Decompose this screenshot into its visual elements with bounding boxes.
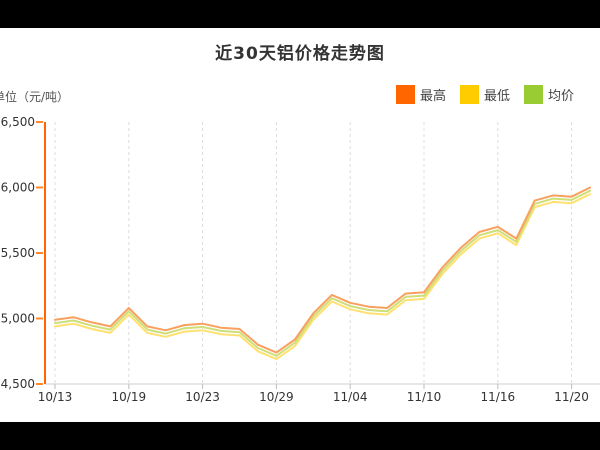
x-tick-label: 11/10 — [407, 390, 442, 404]
series-line-high — [54, 186, 591, 354]
legend-swatch-avg — [524, 85, 544, 104]
x-tick-label: 10/19 — [112, 390, 147, 404]
chart-panel: 近30天铝价格走势图 单位（元/吨） 最高 最低 均价 10/13 10/19 10/2… — [0, 28, 600, 422]
x-tick-label: 10/29 — [259, 390, 294, 404]
y-tick-label: 15,500 — [0, 246, 35, 260]
x-tick-label: 11/16 — [481, 390, 516, 404]
series-line-low — [54, 193, 591, 361]
legend-label-high: 最高 — [420, 89, 447, 104]
legend-label-low: 最低 — [484, 89, 511, 104]
legend: 最高 最低 均价 — [396, 85, 574, 104]
legend-item-avg: 均价 — [524, 85, 574, 104]
y-tick-label: 16,000 — [0, 181, 35, 195]
y-tick-label: 14,500 — [0, 377, 35, 391]
y-tick-label: 15,000 — [0, 312, 35, 326]
y-tick-label: 16,500 — [0, 115, 35, 129]
chart-title: 近30天铝价格走势图 — [215, 44, 385, 64]
x-tick-label: 11/20 — [554, 390, 589, 404]
chart-svg: 10/13 10/19 10/23 10/29 11/04 11/10 11/16 11/20… — [0, 115, 600, 404]
legend-swatch-low — [460, 85, 480, 104]
x-tick-label: 10/23 — [185, 390, 220, 404]
legend-item-high: 最高 — [396, 85, 446, 104]
legend-label-avg: 均价 — [548, 89, 575, 104]
y-axis-unit-label: 单位（元/吨） — [0, 90, 70, 104]
legend-swatch-high — [396, 85, 415, 104]
x-tick-label: 11/04 — [333, 390, 368, 404]
series-line-avg — [54, 189, 591, 357]
x-tick-label: 10/13 — [38, 390, 73, 404]
legend-item-low: 最低 — [460, 85, 510, 104]
